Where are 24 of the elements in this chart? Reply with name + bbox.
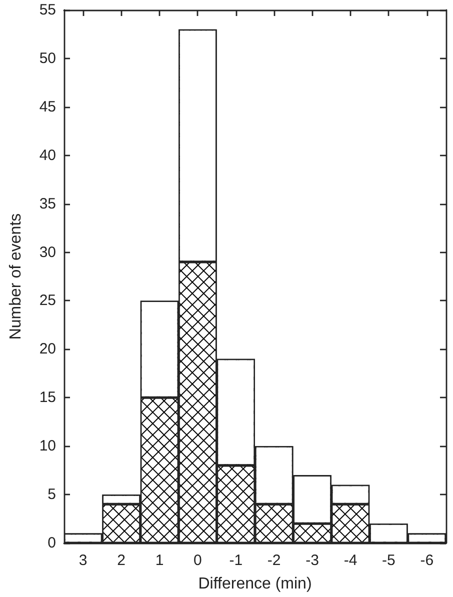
y-tick-label: 0 xyxy=(48,534,56,552)
y-tick-label: 30 xyxy=(39,244,56,261)
y-tick-label: 35 xyxy=(39,195,56,212)
x-tick-label: 3 xyxy=(78,552,88,569)
y-tick-label: 5 xyxy=(48,486,56,504)
x-tick-label: -4 xyxy=(344,552,358,569)
x-tick-label: -3 xyxy=(306,552,319,569)
x-tick-label: 2 xyxy=(117,552,126,569)
y-tick-label: 50 xyxy=(39,50,56,67)
x-tick-label: -2 xyxy=(267,552,281,569)
y-tick-label: 45 xyxy=(39,98,56,116)
x-tick-label: 0 xyxy=(194,552,202,569)
y-tick-label: 10 xyxy=(39,438,56,455)
y-tick-label: 15 xyxy=(39,389,56,406)
x-tick-label: -5 xyxy=(382,552,396,569)
x-tick-label: 1 xyxy=(155,552,164,569)
x-axis-title: Difference (min) xyxy=(198,576,312,592)
y-tick-label: 20 xyxy=(39,340,56,358)
y-axis-title: Number of events xyxy=(8,213,24,340)
y-tick-label: 40 xyxy=(39,146,56,164)
y-tick-label: 55 xyxy=(39,2,56,18)
y-tick-label: 25 xyxy=(39,292,56,310)
x-tick-label: -6 xyxy=(420,552,434,569)
x-tick-label: -1 xyxy=(229,552,243,569)
